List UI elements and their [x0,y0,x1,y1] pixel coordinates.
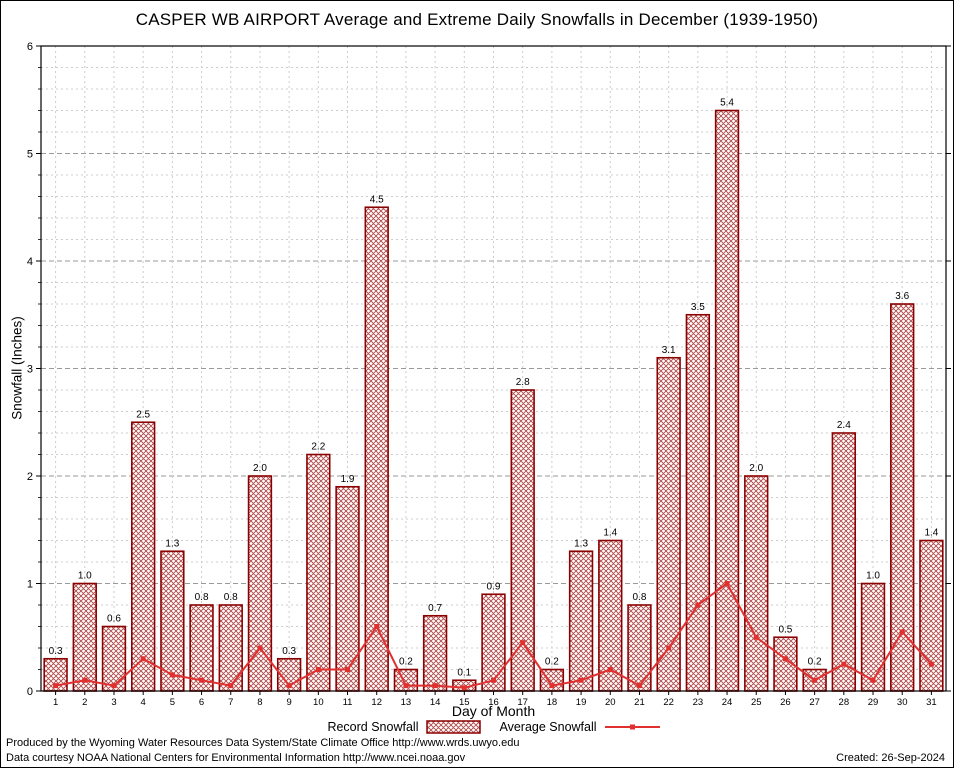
chart-legend: Record Snowfall Average Snowfall [41,720,946,734]
svg-text:5.4: 5.4 [720,98,734,109]
svg-text:14: 14 [430,697,441,708]
footer-created-text: Created: 26-Sep-2024 [836,752,945,764]
svg-text:24: 24 [722,697,733,708]
svg-text:25: 25 [751,697,762,708]
legend-average-item: Average Snowfall [499,720,660,734]
svg-text:2.0: 2.0 [253,463,267,474]
svg-text:0.8: 0.8 [224,592,238,603]
svg-text:2.2: 2.2 [311,442,325,453]
svg-text:0.3: 0.3 [282,646,296,657]
svg-text:31: 31 [926,697,937,708]
svg-text:19: 19 [576,697,587,708]
svg-text:1.9: 1.9 [341,474,355,485]
svg-text:9: 9 [286,697,291,708]
svg-text:0.7: 0.7 [428,603,442,614]
svg-text:1.4: 1.4 [603,528,617,539]
svg-text:5: 5 [170,697,175,708]
footer-data-courtesy-text: Data courtesy NOAA National Centers for … [6,752,466,764]
svg-text:0.2: 0.2 [399,657,413,668]
y-axis-label: Snowfall (Inches) [9,316,25,420]
legend-average-label: Average Snowfall [499,720,597,734]
svg-text:30: 30 [897,697,908,708]
svg-text:3: 3 [27,364,33,376]
svg-text:16: 16 [488,697,499,708]
svg-text:29: 29 [868,697,879,708]
svg-text:2.0: 2.0 [749,463,763,474]
svg-text:0.2: 0.2 [545,657,559,668]
svg-text:1: 1 [53,697,58,708]
svg-text:4: 4 [27,256,33,268]
legend-average-swatch-icon [604,724,660,730]
svg-text:0.8: 0.8 [633,592,647,603]
svg-text:11: 11 [343,697,353,708]
svg-text:1.0: 1.0 [866,571,880,582]
footer-producer-text: Produced by the Wyoming Water Resources … [6,737,520,749]
svg-text:17: 17 [517,697,528,708]
legend-record-label: Record Snowfall [327,720,419,734]
svg-text:0.6: 0.6 [107,614,121,625]
svg-text:6: 6 [27,41,33,53]
x-axis-label: Day of Month [451,703,536,719]
svg-text:0: 0 [27,686,33,698]
svg-text:26: 26 [780,697,791,708]
svg-text:2.8: 2.8 [516,377,530,388]
svg-text:21: 21 [634,697,645,708]
svg-text:7: 7 [228,697,233,708]
svg-text:5: 5 [27,149,33,161]
svg-text:2: 2 [27,471,33,483]
bar-value-labels: 0.3 1.0 0.6 2.5 1.3 0.8 0.8 2.0 0.3 2.2 1.9 4.5 0.2 0… [49,98,939,679]
svg-text:3: 3 [111,697,116,708]
svg-text:2.4: 2.4 [837,420,851,431]
svg-text:8: 8 [257,697,262,708]
legend-record-item: Record Snowfall [327,720,482,734]
svg-text:1.3: 1.3 [574,538,588,549]
svg-text:20: 20 [605,697,616,708]
average-snowfall-line [53,581,934,691]
legend-record-swatch-icon [426,720,482,734]
svg-text:4.5: 4.5 [370,194,384,205]
svg-text:0.3: 0.3 [49,646,63,657]
svg-text:4: 4 [141,697,146,708]
svg-text:0.1: 0.1 [457,667,471,678]
svg-text:2: 2 [82,697,87,708]
svg-text:28: 28 [839,697,850,708]
svg-text:18: 18 [547,697,558,708]
svg-text:1.4: 1.4 [924,528,938,539]
svg-text:27: 27 [809,697,820,708]
svg-text:0.9: 0.9 [487,581,501,592]
svg-text:15: 15 [459,697,470,708]
svg-text:13: 13 [401,697,412,708]
chart-title: CASPER WB AIRPORT Average and Extreme Da… [135,10,819,29]
svg-text:3.6: 3.6 [895,291,909,302]
svg-text:10: 10 [313,697,324,708]
svg-text:6: 6 [199,697,204,708]
svg-text:0.8: 0.8 [195,592,209,603]
svg-text:0.5: 0.5 [778,624,792,635]
svg-text:0.2: 0.2 [808,657,822,668]
svg-text:22: 22 [663,697,674,708]
svg-text:2.5: 2.5 [136,409,150,420]
svg-text:1: 1 [27,579,33,591]
svg-text:12: 12 [371,697,382,708]
svg-text:1.0: 1.0 [78,571,92,582]
svg-text:1.3: 1.3 [165,538,179,549]
svg-text:23: 23 [693,697,704,708]
svg-text:3.1: 3.1 [662,345,676,356]
svg-text:3.5: 3.5 [691,302,705,313]
